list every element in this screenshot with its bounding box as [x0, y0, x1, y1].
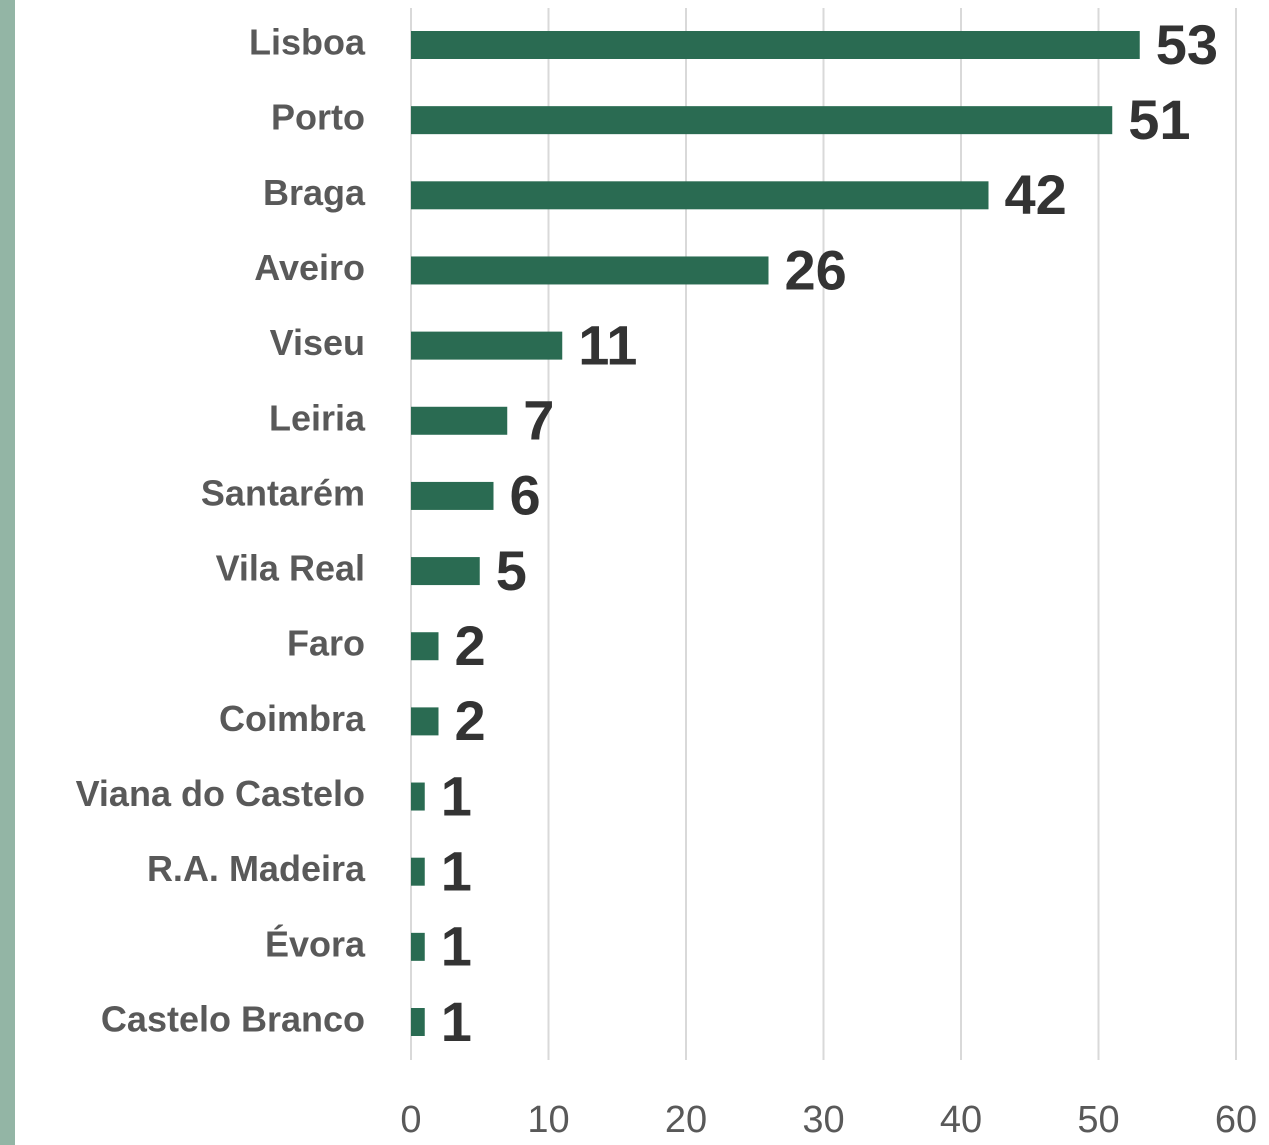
y-tick-label: Viana do Castelo	[76, 773, 365, 814]
value-label: 51	[1128, 88, 1190, 151]
x-tick-label: 40	[940, 1099, 982, 1141]
value-label: 6	[510, 464, 541, 527]
value-label: 53	[1156, 13, 1218, 76]
y-tick-label: Coimbra	[219, 698, 366, 739]
y-tick-label: Viseu	[270, 322, 365, 363]
value-label: 1	[441, 915, 472, 978]
bar	[411, 481, 494, 510]
value-label: 7	[523, 389, 554, 452]
y-tick-label: Faro	[287, 623, 365, 664]
y-tick-label: Lisboa	[249, 22, 366, 63]
y-tick-label: Évora	[265, 923, 366, 964]
bar	[411, 557, 480, 586]
y-tick-label: Aveiro	[254, 247, 365, 288]
bar	[411, 256, 769, 285]
x-tick-label: 0	[400, 1099, 421, 1141]
bar	[411, 331, 563, 360]
y-tick-label: Castelo Branco	[101, 999, 365, 1040]
y-tick-label: Braga	[263, 172, 366, 213]
value-label: 42	[1005, 163, 1067, 226]
x-tick-label: 60	[1215, 1099, 1257, 1141]
bar	[411, 707, 439, 736]
bar	[411, 632, 439, 661]
value-label: 26	[785, 238, 847, 301]
x-tick-label: 50	[1077, 1099, 1119, 1141]
value-label: 1	[441, 990, 472, 1053]
y-tick-label: Vila Real	[216, 548, 365, 589]
y-tick-label: Santarém	[201, 472, 365, 513]
x-tick-label: 10	[527, 1099, 569, 1141]
bar	[411, 31, 1140, 59]
x-tick-label: 30	[802, 1099, 844, 1141]
y-tick-label: Porto	[271, 97, 365, 138]
bar	[411, 181, 989, 210]
value-label: 11	[578, 313, 637, 376]
bar	[411, 1008, 425, 1036]
value-label: 2	[455, 689, 486, 752]
bar	[411, 106, 1113, 135]
side-strip	[0, 0, 15, 1145]
value-label: 1	[441, 764, 472, 827]
bar	[411, 857, 425, 886]
value-label: 2	[455, 614, 486, 677]
y-tick-label: Leiria	[269, 397, 366, 438]
y-tick-label: R.A. Madeira	[147, 848, 366, 889]
value-label: 1	[441, 839, 472, 902]
value-label: 5	[496, 539, 527, 602]
bar	[411, 932, 425, 961]
bar	[411, 406, 508, 435]
bar	[411, 782, 425, 811]
x-tick-label: 20	[665, 1099, 707, 1141]
